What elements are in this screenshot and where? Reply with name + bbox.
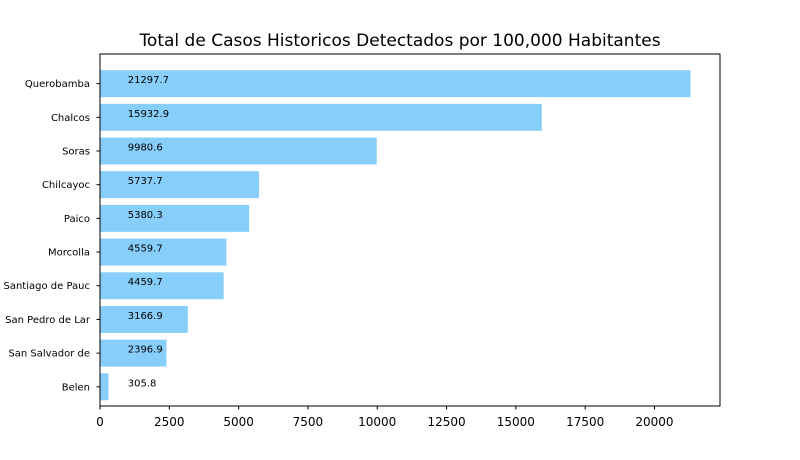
data-label: 4459.7	[128, 277, 163, 288]
x-tick-label: 7500	[293, 415, 324, 429]
data-label: 15932.9	[128, 109, 169, 120]
bar	[100, 204, 250, 232]
bar	[100, 171, 260, 199]
data-label: 21297.7	[128, 75, 169, 86]
data-label: 9980.6	[128, 143, 163, 154]
x-tick-label: 2500	[154, 415, 185, 429]
y-tick-label: Chilcayoc	[42, 180, 90, 191]
x-tick-label: 17500	[566, 415, 604, 429]
bar	[100, 373, 109, 401]
bar	[100, 305, 188, 333]
bar	[100, 339, 167, 367]
y-tick-label: San Pedro de Lar	[5, 315, 91, 326]
y-tick-label: Chalcos	[51, 113, 90, 124]
y-tick-label: San Salvador de	[8, 349, 90, 360]
y-tick-label: Belen	[62, 382, 90, 393]
data-label: 2396.9	[128, 345, 163, 356]
bar	[100, 238, 227, 266]
x-tick-label: 12500	[427, 415, 465, 429]
bar	[100, 103, 542, 131]
data-label: 5737.7	[128, 176, 163, 187]
data-label: 5380.3	[128, 210, 163, 221]
y-tick-label: Santiago de Pauc	[3, 281, 90, 292]
y-tick-label: Querobamba	[25, 79, 90, 90]
bar	[100, 137, 377, 165]
y-tick-label: Soras	[62, 147, 90, 158]
x-tick-label: 15000	[497, 415, 535, 429]
bar	[100, 272, 224, 300]
data-label: 4559.7	[128, 244, 163, 255]
data-label: 3166.9	[128, 311, 163, 322]
x-tick-label: 10000	[358, 415, 396, 429]
x-tick-label: 20000	[635, 415, 673, 429]
x-tick-label: 5000	[223, 415, 254, 429]
chart-title: Total de Casos Historicos Detectados por…	[138, 31, 660, 51]
x-tick-label: 0	[96, 415, 104, 429]
y-tick-label: Paico	[64, 214, 90, 225]
data-label: 305.8	[128, 378, 157, 389]
plot-frame	[99, 53, 721, 407]
y-tick-label: Morcolla	[48, 248, 90, 259]
bar	[100, 70, 691, 98]
